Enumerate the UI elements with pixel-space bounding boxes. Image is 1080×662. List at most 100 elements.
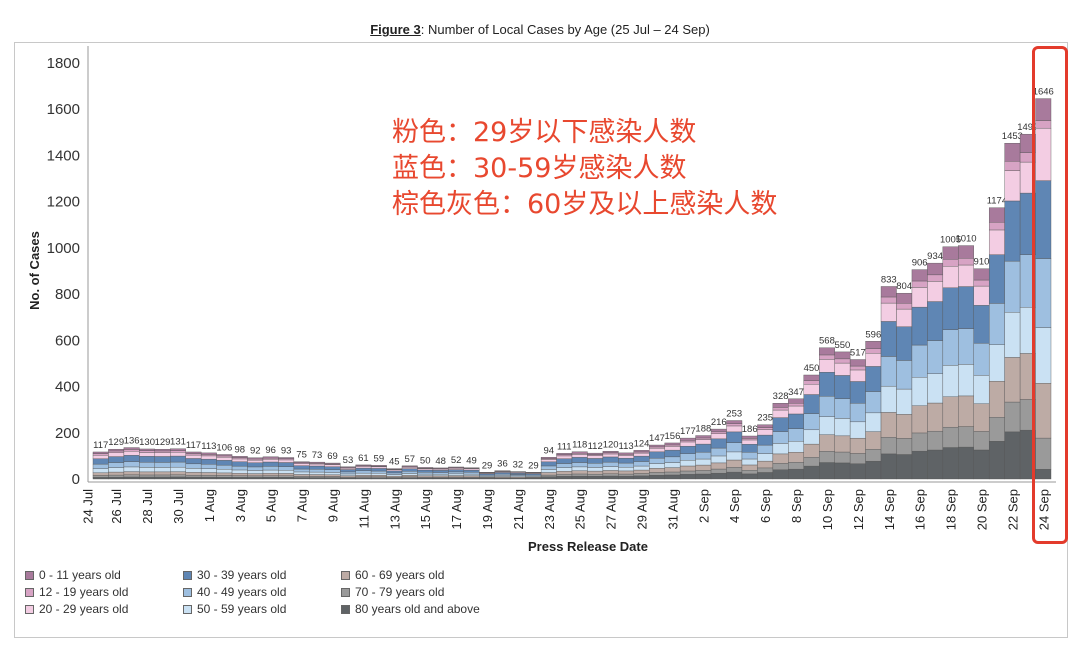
bar-segment <box>170 466 186 472</box>
bar-segment <box>185 472 202 476</box>
bar-segment <box>571 462 588 468</box>
bar-segment <box>417 469 434 473</box>
bar-segment <box>185 476 202 480</box>
bar-total-label: 57 <box>404 454 415 465</box>
bar-segment <box>401 473 418 476</box>
legend-label: 20 - 29 years old <box>39 602 129 616</box>
bar-segment <box>865 431 882 450</box>
bar-segment <box>726 471 743 480</box>
bar-segment <box>1004 170 1021 202</box>
bar-segment <box>988 207 1005 223</box>
bar-segment <box>386 474 403 477</box>
bar-segment <box>154 474 171 478</box>
x-tick-label: 19 Aug <box>480 489 495 530</box>
bar-segment <box>247 477 264 480</box>
bar-segment <box>710 438 727 449</box>
bar-segment <box>417 473 434 476</box>
bar-segment <box>108 471 125 476</box>
bar-total-label: 117 <box>93 440 108 451</box>
bar-segment <box>911 377 928 406</box>
y-tick-label: 600 <box>55 332 80 349</box>
bar-segment <box>865 348 882 354</box>
bar-segment <box>432 472 449 475</box>
bar-segment <box>216 475 233 478</box>
x-tick-label: 24 Sep <box>1036 489 1051 530</box>
bar-segment <box>942 426 959 448</box>
bar-segment <box>340 467 356 470</box>
bar-segment <box>463 468 480 471</box>
bar-total-label: 120 <box>603 439 619 450</box>
bar-segment <box>896 360 913 390</box>
bar-segment <box>649 451 665 459</box>
bar-segment <box>973 305 990 344</box>
x-tick-label: 3 Aug <box>233 489 248 522</box>
legend-item: 60 - 69 years old <box>341 568 444 582</box>
x-tick-label: 7 Aug <box>295 489 310 522</box>
bar-total-label: 235 <box>757 413 773 424</box>
bar-segment <box>618 467 634 472</box>
bar-segment <box>123 451 140 456</box>
bar-segment <box>170 476 186 480</box>
bar-total-label: 111 <box>557 441 571 452</box>
bar-segment <box>448 473 465 476</box>
bar-segment <box>231 477 248 480</box>
bar-segment <box>819 451 835 463</box>
bar-segment <box>92 451 109 454</box>
bar-segment <box>463 469 480 473</box>
bar-total-label: 73 <box>312 450 323 461</box>
bar-total-label: 1005 <box>940 235 961 246</box>
bar-segment <box>386 472 403 475</box>
bar-segment <box>108 467 125 473</box>
bar-segment <box>896 303 913 310</box>
bar-segment <box>324 474 341 477</box>
bar-segment <box>587 452 604 455</box>
bar-segment <box>231 458 248 462</box>
bar-segment <box>849 403 866 423</box>
bar-segment <box>370 468 387 472</box>
bar-segment <box>494 473 511 476</box>
x-tick-label: 13 Aug <box>387 489 402 530</box>
bar-segment <box>649 472 665 476</box>
bar-segment <box>834 362 851 376</box>
bar-segment <box>633 469 650 474</box>
x-tick-label: 10 Sep <box>820 489 835 530</box>
bar-segment <box>988 229 1005 255</box>
x-tick-label: 22 Sep <box>1005 489 1020 530</box>
bar-segment <box>726 459 743 468</box>
bar-segment <box>849 369 866 382</box>
figure-title: Figure 3: Number of Local Cases by Age (… <box>0 22 1080 37</box>
bar-segment <box>803 413 820 431</box>
bar-segment <box>880 453 897 480</box>
bar-segment <box>463 472 480 475</box>
bar-segment <box>185 453 202 456</box>
x-tick-label: 25 Aug <box>573 489 588 530</box>
bar-segment <box>880 412 897 438</box>
bar-segment <box>618 452 634 455</box>
bar-total-label: 550 <box>834 340 850 351</box>
y-tick-label: 1800 <box>47 55 80 72</box>
bar-segment <box>849 453 866 464</box>
bar-total-label: 48 <box>435 456 446 467</box>
bar-segment <box>803 443 820 458</box>
bar-segment <box>679 465 696 472</box>
bar-segment <box>200 472 217 476</box>
bar-segment <box>278 459 295 463</box>
bar-segment <box>710 462 727 470</box>
bar-segment <box>834 418 851 437</box>
bar-segment <box>154 462 171 468</box>
bar-segment <box>448 469 465 473</box>
bar-segment <box>633 473 650 477</box>
bar-segment <box>200 475 217 478</box>
bar-total-label: 1010 <box>955 234 976 245</box>
bar-segment <box>108 448 125 452</box>
bar-segment <box>324 462 341 465</box>
bar-segment <box>401 467 418 469</box>
bar-total-label: 113 <box>619 441 634 452</box>
bar-segment <box>973 342 990 376</box>
bar-segment <box>587 476 604 480</box>
bar-segment <box>741 458 758 466</box>
x-tick-label: 24 Jul <box>80 489 95 524</box>
bar-segment <box>1004 142 1021 162</box>
bar-segment <box>633 452 650 457</box>
bar-segment <box>927 301 944 341</box>
